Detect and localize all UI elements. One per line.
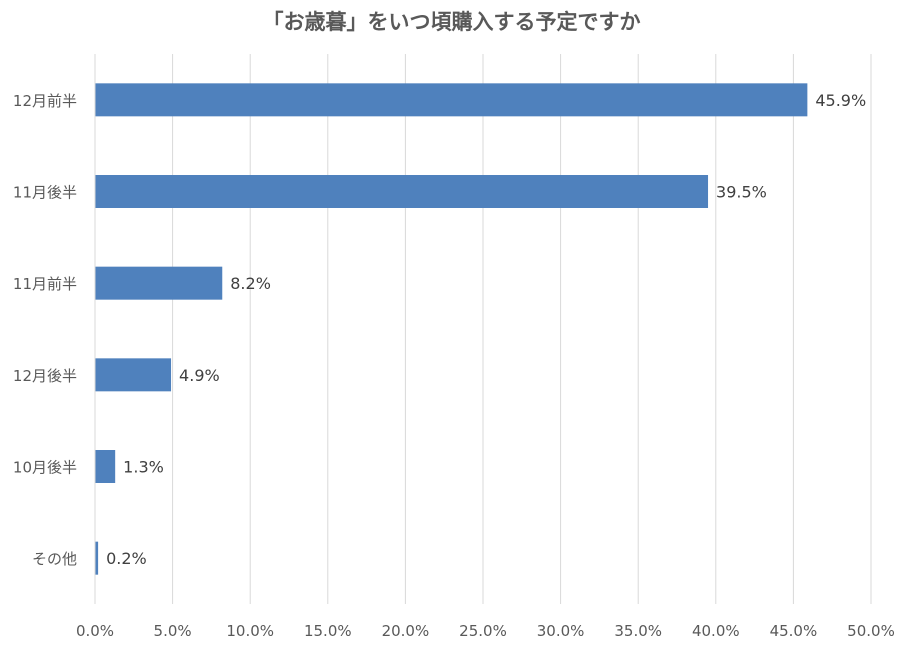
data-label: 39.5% <box>716 183 767 202</box>
bar <box>95 175 709 208</box>
bar <box>95 266 223 300</box>
data-label: 0.2% <box>106 549 147 568</box>
data-label: 4.9% <box>179 366 220 385</box>
bars <box>95 83 808 575</box>
gridlines <box>172 54 872 604</box>
x-tick-label: 20.0% <box>382 622 430 640</box>
y-tick-label: その他 <box>32 550 77 568</box>
x-tick-label: 40.0% <box>692 622 740 640</box>
y-tick-label: 11月後半 <box>13 184 77 202</box>
labels: 0.0% 5.0% 10.0% 15.0% 20.0% 25.0% 30.0% 35.0% 40… <box>13 91 895 640</box>
x-tick-label: 50.0% <box>847 622 895 640</box>
x-tick-label: 45.0% <box>770 622 818 640</box>
x-tick-label: 15.0% <box>304 622 352 640</box>
bar <box>95 83 808 117</box>
data-label: 8.2% <box>230 274 271 293</box>
x-tick-label: 5.0% <box>154 622 192 640</box>
y-tick-label: 12月後半 <box>13 367 77 385</box>
x-tick-label: 30.0% <box>537 622 585 640</box>
y-tick-label: 11月前半 <box>13 275 77 293</box>
bar <box>95 358 172 392</box>
data-label: 1.3% <box>123 458 164 477</box>
bar <box>95 541 99 575</box>
chart-title: 「お歳暮」をいつ頃購入する予定ですか <box>262 10 641 34</box>
x-tick-label: 0.0% <box>76 622 114 640</box>
x-tick-label: 10.0% <box>226 622 274 640</box>
y-tick-label: 12月前半 <box>13 92 77 110</box>
bar <box>95 450 116 483</box>
x-tick-label: 35.0% <box>614 622 662 640</box>
data-label: 45.9% <box>815 91 866 110</box>
x-tick-label: 25.0% <box>459 622 507 640</box>
y-tick-label: 10月後半 <box>13 459 77 477</box>
